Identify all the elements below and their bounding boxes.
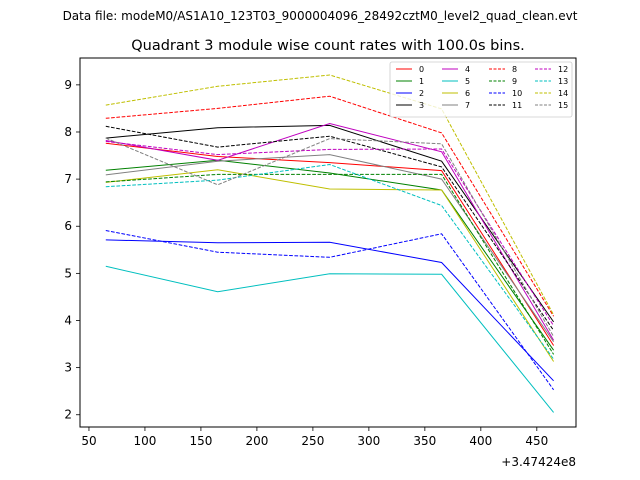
series-line-8 (105, 95, 555, 317)
x-tick-label: 250 (301, 434, 324, 448)
legend-label-2: 2 (419, 89, 424, 98)
series-line-12 (105, 140, 555, 326)
series-line-0 (105, 142, 555, 346)
series-line-6 (105, 169, 555, 362)
legend-label-7: 7 (465, 101, 470, 110)
legend-label-12: 12 (558, 65, 568, 74)
y-tick-label: 7 (64, 172, 72, 186)
legend-frame (389, 61, 573, 118)
chart-title: Quadrant 3 module wise count rates with … (131, 38, 525, 54)
y-tick-label: 6 (64, 219, 72, 233)
legend-label-1: 1 (419, 77, 424, 86)
series-line-9 (105, 173, 555, 355)
legend-label-3: 3 (419, 101, 424, 110)
legend-label-5: 5 (465, 77, 470, 86)
series-line-13 (105, 163, 555, 360)
legend-label-9: 9 (512, 77, 517, 86)
legend-label-10: 10 (512, 89, 522, 98)
x-tick-label: 300 (357, 434, 380, 448)
legend-label-15: 15 (558, 101, 568, 110)
y-axis: 2 3 4 5 6 7 8 9 (64, 78, 80, 422)
x-tick-label: 100 (133, 434, 156, 448)
x-tick-label: 400 (469, 434, 492, 448)
series-line-10 (105, 230, 555, 391)
series-line-2 (105, 239, 554, 382)
suptitle: Data file: modeM0/AS1A10_123T03_90000040… (63, 9, 578, 23)
legend-label-4: 4 (465, 65, 470, 74)
y-tick-label: 9 (64, 78, 72, 92)
y-tick-label: 4 (64, 313, 72, 327)
x-tick-label: 150 (189, 434, 212, 448)
legend-label-11: 11 (512, 101, 522, 110)
x-tick-label: 450 (525, 434, 548, 448)
series-line-1 (105, 159, 555, 351)
series-line-5 (105, 265, 554, 413)
series-line-15 (105, 137, 555, 337)
x-tick-label: 350 (413, 434, 436, 448)
legend-label-14: 14 (558, 89, 568, 98)
y-tick-label: 8 (64, 125, 72, 139)
legend-label-13: 13 (558, 77, 568, 86)
series-layer (105, 74, 555, 413)
plot-frame (79, 57, 577, 428)
x-offset-label: +3.47424e8 (501, 455, 576, 469)
series-line-14 (105, 74, 555, 316)
series-line-4 (105, 122, 555, 341)
y-tick-label: 5 (64, 266, 72, 280)
x-tick-label: 200 (245, 434, 268, 448)
legend-label-8: 8 (512, 65, 517, 74)
y-tick-label: 2 (64, 408, 72, 422)
y-tick-label: 3 (64, 361, 72, 375)
legend-label-0: 0 (419, 65, 424, 74)
legend-label-6: 6 (465, 89, 470, 98)
series-line-7 (105, 154, 555, 342)
series-line-11 (105, 125, 555, 331)
x-tick-label: 50 (81, 434, 96, 448)
x-axis: 50 100 150 200 250 300 350 400 450 (81, 427, 548, 448)
